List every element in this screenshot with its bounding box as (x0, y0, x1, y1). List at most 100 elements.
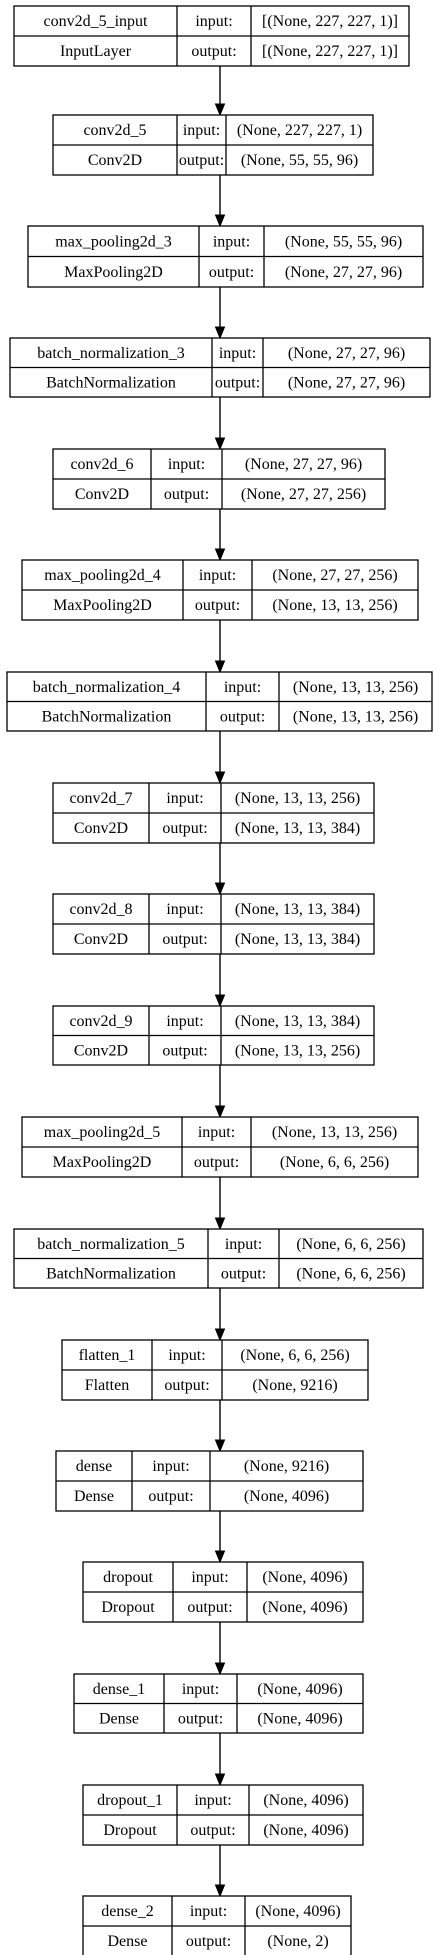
edge-arrow (214, 1622, 226, 1676)
input-label: input: (225, 1236, 262, 1253)
input-shape: (None, 13, 13, 256) (235, 790, 360, 807)
layer-type: Dense (108, 1933, 148, 1950)
input-label: input: (199, 567, 236, 584)
output-shape: (None, 4096) (262, 1599, 347, 1616)
arrowhead (214, 103, 226, 117)
layer-node: conv2d_9 Conv2D input: output: (None, 13, 13… (52, 1005, 375, 1066)
layer-type: Conv2D (88, 152, 142, 169)
input-shape: (None, 13, 13, 256) (272, 1124, 397, 1141)
edge-arrow (214, 1733, 226, 1787)
input-label: input: (166, 901, 203, 918)
input-shape: (None, 4096) (255, 1903, 340, 1920)
input-shape: (None, 55, 55, 96) (285, 233, 402, 250)
edge-arrow (214, 1288, 226, 1342)
edge-arrow (214, 620, 226, 674)
output-label: output: (221, 1265, 266, 1282)
output-shape: (None, 6, 6, 256) (296, 1265, 405, 1282)
input-shape: (None, 4096) (257, 1681, 342, 1698)
edge-arrow (214, 1511, 226, 1564)
output-label: output: (215, 374, 260, 391)
output-shape: (None, 9216) (252, 1377, 337, 1394)
input-shape: (None, 6, 6, 256) (240, 1347, 349, 1364)
input-label: input: (168, 456, 205, 473)
layer-name: batch_normalization_4 (33, 679, 181, 696)
layer-node: dropout Dropout input: output: (None, 4096) (… (82, 1561, 364, 1623)
arrowhead (214, 994, 226, 1008)
edge-arrow (214, 175, 226, 228)
input-label: input: (166, 1013, 203, 1030)
layer-node: batch_normalization_5 BatchNormalization i… (13, 1228, 424, 1289)
input-label: input: (152, 1458, 189, 1475)
layer-name: max_pooling2d_3 (55, 233, 171, 250)
layer-type: MaxPooling2D (53, 1154, 152, 1171)
input-shape: (None, 13, 13, 384) (235, 901, 360, 918)
output-shape: (None, 4096) (263, 1822, 348, 1839)
output-label: output: (220, 708, 265, 725)
layer-node: batch_normalization_3 BatchNormalization i… (9, 337, 431, 398)
layer-name: conv2d_9 (69, 1013, 132, 1030)
layer-type: Dropout (101, 1599, 155, 1616)
arrowhead (214, 882, 226, 896)
layer-type: Conv2D (75, 486, 129, 503)
input-label: input: (182, 1681, 219, 1698)
layer-node: conv2d_8 Conv2D input: output: (None, 13, 13… (52, 893, 375, 955)
arrowhead (214, 1439, 226, 1453)
layer-type: MaxPooling2D (64, 264, 163, 281)
layer-node: conv2d_6 Conv2D input: output: (None, 27, 27… (52, 448, 386, 510)
input-label: input: (191, 1569, 228, 1586)
layer-node: dense_2 Dense input: output: (None, 4096) (No… (82, 1895, 352, 1955)
output-shape: (None, 13, 13, 256) (235, 1042, 360, 1059)
layer-name: conv2d_5_input (44, 13, 149, 30)
input-shape: (None, 27, 27, 96) (288, 345, 405, 362)
output-label: output: (162, 820, 207, 837)
edge-arrow (214, 1845, 226, 1898)
layer-node: conv2d_5_input InputLayer input: output: [(N… (13, 5, 410, 67)
layer-type: Conv2D (74, 1042, 128, 1059)
layer-node: flatten_1 Flatten input: output: (None, 6, 6… (61, 1339, 369, 1401)
layer-type: BatchNormalization (42, 708, 172, 725)
input-label: input: (168, 1347, 205, 1364)
layer-node: dense_1 Dense input: output: (None, 4096) (No… (73, 1673, 364, 1734)
input-label: input: (195, 13, 232, 30)
layer-name: dense_1 (93, 1681, 145, 1698)
layer-name: dense (76, 1458, 112, 1475)
layer-name: dropout (103, 1569, 153, 1586)
input-label: input: (219, 345, 256, 362)
edge-arrow (214, 954, 226, 1008)
arrowhead (214, 326, 226, 340)
output-shape: (None, 13, 13, 256) (272, 597, 397, 614)
layer-type: InputLayer (60, 43, 132, 60)
arrowhead (214, 1105, 226, 1119)
layer-node: batch_normalization_4 BatchNormalization i… (6, 671, 433, 732)
input-shape: (None, 227, 227, 1) (237, 122, 362, 139)
layer-name: max_pooling2d_5 (44, 1124, 160, 1141)
layer-name: batch_normalization_5 (37, 1236, 185, 1253)
output-label: output: (190, 1822, 235, 1839)
layer-type: MaxPooling2D (53, 597, 152, 614)
edge-arrow (214, 287, 226, 340)
layer-type: BatchNormalization (46, 374, 176, 391)
arrowhead (214, 437, 226, 451)
arrowhead (214, 660, 226, 674)
layer-node: max_pooling2d_3 MaxPooling2D input: output:… (27, 225, 424, 288)
output-label: output: (194, 1154, 239, 1171)
output-shape: (None, 27, 27, 96) (288, 374, 405, 391)
input-shape: (None, 4096) (262, 1569, 347, 1586)
arrowhead (214, 214, 226, 228)
output-label: output: (164, 1377, 209, 1394)
edge-arrow (214, 397, 226, 451)
layer-type: Dense (99, 1710, 139, 1727)
arrowhead (214, 1662, 226, 1676)
output-label: output: (164, 486, 209, 503)
layer-type: Flatten (85, 1377, 129, 1394)
output-label: output: (195, 597, 240, 614)
edge-arrow (214, 1065, 226, 1119)
output-shape: (None, 27, 27, 96) (285, 264, 402, 281)
output-shape: [(None, 227, 227, 1)] (262, 43, 398, 60)
output-shape: (None, 55, 55, 96) (241, 152, 358, 169)
edge-arrow (214, 1177, 226, 1231)
input-shape: (None, 9216) (244, 1458, 329, 1475)
edge-arrow (214, 731, 226, 785)
arrowhead (214, 1884, 226, 1898)
layer-node: conv2d_7 Conv2D input: output: (None, 13, 13… (52, 782, 375, 844)
